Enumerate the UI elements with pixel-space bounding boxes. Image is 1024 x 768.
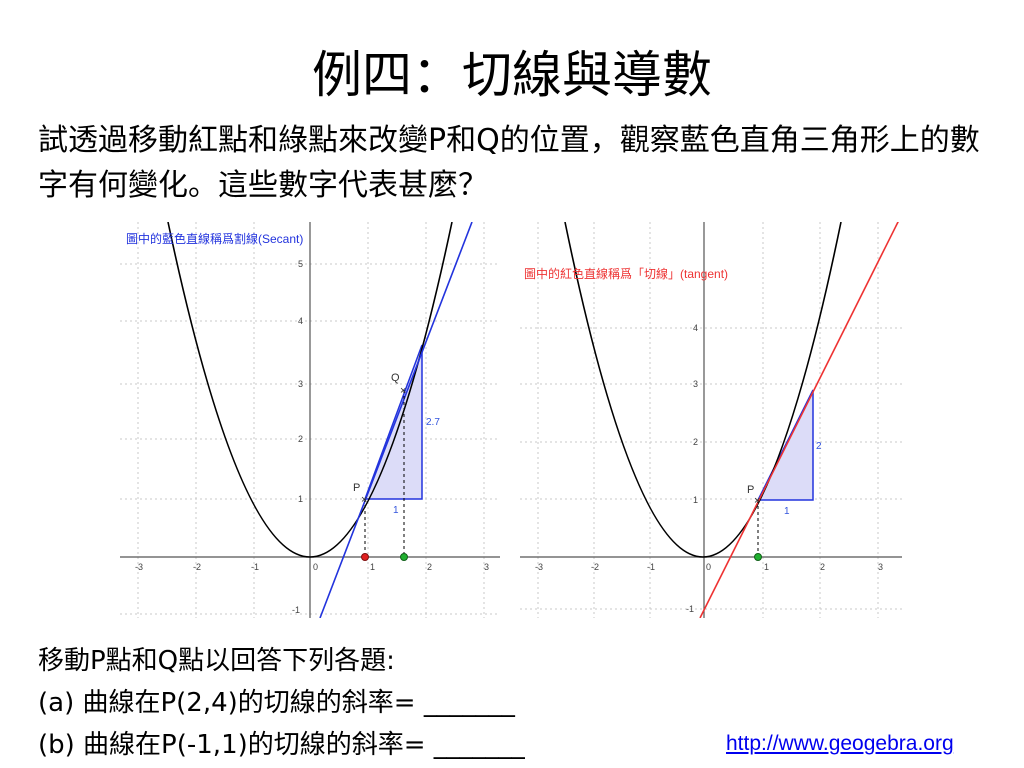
svg-text:-1: -1: [292, 605, 300, 615]
svg-text:1: 1: [764, 562, 769, 572]
secant-graph[interactable]: × × P Q 1 2.7 -3 -2 -1 0 1 2 3 -1 1 2 3 …: [120, 222, 500, 618]
tangent-note: 圖中的紅色直線稱爲「切線」(tangent): [524, 266, 728, 281]
point-q-mark[interactable]: ×: [400, 385, 406, 397]
page-title: 例四：切線與導數: [312, 46, 712, 104]
svg-text:1: 1: [298, 494, 303, 504]
question-b: (b) 曲線在P(-1,1)的切線的斜率= _______: [38, 730, 525, 760]
svg-text:-1: -1: [647, 562, 655, 572]
green-point[interactable]: [754, 553, 762, 561]
svg-text:1: 1: [693, 495, 698, 505]
svg-text:2: 2: [298, 434, 303, 444]
geogebra-link[interactable]: http://www.geogebra.org: [726, 732, 954, 755]
slope-triangle: [363, 344, 423, 500]
grid-lines: [520, 222, 902, 618]
question-a: (a) 曲線在P(2,4)的切線的斜率= _______: [38, 688, 515, 718]
tangent-graph[interactable]: × P 1 2 -3 -2 -1 0 1 2 3 -1 1 2 3 4 圖中的紅…: [520, 222, 902, 618]
point-p-label: P: [353, 482, 360, 494]
svg-text:-2: -2: [193, 562, 201, 572]
parabola: [564, 222, 842, 558]
slope-triangle: [756, 389, 814, 501]
questions-block: 移動P點和Q點以回答下列各題: (a) 曲線在P(2,4)的切線的斜率= ___…: [38, 640, 738, 766]
rise-label: 2.7: [426, 417, 440, 428]
secant-note: 圖中的藍色直線稱爲割線(Secant): [126, 231, 303, 246]
questions-heading: 移動P點和Q點以回答下列各題:: [38, 646, 395, 676]
y-tick-labels: -1 1 2 3 4 5: [292, 259, 303, 615]
svg-text:3: 3: [878, 562, 883, 572]
green-point[interactable]: [400, 553, 408, 561]
point-p-mark[interactable]: ×: [361, 494, 367, 506]
svg-text:3: 3: [484, 562, 489, 572]
svg-text:0: 0: [706, 562, 711, 572]
svg-text:5: 5: [298, 259, 303, 269]
x-tick-labels: -3 -2 -1 0 1 2 3: [135, 562, 489, 572]
svg-text:2: 2: [693, 437, 698, 447]
svg-text:2: 2: [427, 562, 432, 572]
rise-label: 2: [816, 441, 822, 452]
y-tick-labels: -1 1 2 3 4: [686, 323, 698, 614]
svg-text:-3: -3: [535, 562, 543, 572]
svg-text:4: 4: [298, 316, 303, 326]
run-label: 1: [393, 505, 399, 516]
parabola: [167, 222, 453, 558]
svg-text:-1: -1: [251, 562, 259, 572]
red-point[interactable]: [361, 553, 369, 561]
svg-text:3: 3: [693, 379, 698, 389]
svg-text:0: 0: [313, 562, 318, 572]
secant-line: [319, 222, 473, 618]
svg-text:1: 1: [370, 562, 375, 572]
svg-text:3: 3: [298, 379, 303, 389]
x-tick-labels: -3 -2 -1 0 1 2 3: [535, 562, 883, 572]
point-p-mark[interactable]: ×: [754, 495, 760, 507]
svg-text:-1: -1: [686, 604, 694, 614]
svg-text:2: 2: [820, 562, 825, 572]
tangent-line: [699, 222, 899, 618]
point-p-label: P: [747, 484, 754, 496]
svg-text:4: 4: [693, 323, 698, 333]
svg-text:-3: -3: [135, 562, 143, 572]
point-q-label: Q: [391, 372, 400, 384]
intro-text: 試透過移動紅點和綠點來改變P和Q的位置，觀察藍色直角三角形上的數字有何變化。這些…: [38, 123, 980, 203]
svg-text:-2: -2: [591, 562, 599, 572]
run-label: 1: [784, 506, 790, 517]
